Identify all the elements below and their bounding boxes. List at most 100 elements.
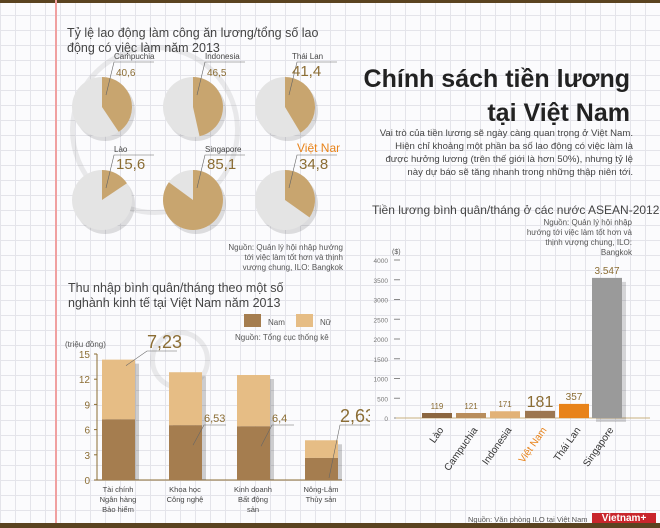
- y-tick-label: 6: [84, 426, 90, 437]
- asean-chart-title: Tiền lương bình quân/tháng ở các nước AS…: [372, 203, 660, 217]
- pie-leader-line: [196, 154, 245, 189]
- income-source: Nguồn: Tổng cục thống kê: [235, 333, 329, 342]
- value-leader-line: [328, 424, 370, 478]
- pie-charts: Campuchia 40,6 Indonesia 46,5 Thái Lan 41,4 Là…: [72, 52, 340, 234]
- legend-label-nam: Nam: [268, 318, 285, 327]
- category-label: Lào: [428, 425, 447, 445]
- pie-leader-line: [105, 154, 154, 189]
- category-label: Công nghệ: [167, 495, 204, 504]
- pie-label: Indonesia: [205, 52, 240, 61]
- pie-slice-Lào: [102, 170, 127, 200]
- bar-Campuchia: [456, 413, 486, 418]
- pie-leader-line: [105, 61, 154, 96]
- income-chart-title: Thu nhập bình quân/tháng theo một số ngh…: [68, 281, 284, 310]
- y-unit: ($): [392, 249, 401, 256]
- bar-Singapore: [592, 277, 622, 418]
- legend-swatch-nu: [296, 314, 313, 327]
- pie-label: Thái Lan: [292, 52, 323, 61]
- y-tick-label: 9: [84, 400, 90, 411]
- pie-slice-Singapore: [162, 170, 223, 231]
- category-label: Nông-Lâm: [303, 485, 338, 494]
- margin-line: [55, 0, 57, 528]
- main-title: Chính sách tiền lương tại Việt Nam: [363, 65, 630, 127]
- y-tick-label: 15: [79, 350, 91, 361]
- pie-label: Việt Nam: [297, 141, 340, 155]
- y-tick-label: 4000: [374, 258, 389, 265]
- y-tick-label: 1500: [374, 357, 389, 364]
- pie-slice-Campuchia: [102, 77, 132, 132]
- category-label: Indonesia: [481, 425, 515, 467]
- y-tick-label: 0: [84, 476, 90, 487]
- category-label: Kinh doanh: [234, 485, 272, 494]
- top-bar: [0, 0, 660, 3]
- pie-source: Nguồn: Quản lý hội nhập hướng tới việc l…: [228, 243, 343, 272]
- bar-Indonesia: [490, 411, 520, 418]
- data-label: 6,4: [272, 413, 287, 425]
- pie-label: Singapore: [205, 145, 242, 154]
- category-label: Việt Nam: [517, 425, 550, 465]
- data-label: 171: [498, 400, 512, 409]
- pie-value: 46,5: [207, 68, 227, 79]
- vietnamplus-logo: Vietnam+: [592, 513, 656, 525]
- bar-nam-3: [305, 457, 338, 480]
- bar-nu-3: [305, 440, 338, 458]
- bar-nu-0: [102, 359, 135, 420]
- category-label: Singapore: [581, 425, 616, 469]
- category-label: Tài chính: [103, 485, 134, 494]
- income-y-unit: (triệu đồng): [65, 340, 106, 349]
- category-label: Ngân hàng: [100, 495, 137, 504]
- pie-slice-Thái Lan: [285, 77, 315, 133]
- asean-bar-chart: ($) 0 500 1000 1500 2000 2500 3000 3500 4000 119 Là…: [374, 249, 650, 473]
- data-label: 119: [431, 402, 444, 411]
- bar-nam-1: [169, 425, 202, 480]
- value-leader-line: [125, 350, 177, 366]
- data-label: 357: [566, 392, 583, 403]
- pie-leader-line: [196, 61, 245, 96]
- legend-swatch-nam: [244, 314, 261, 327]
- data-label: 2,63: [340, 406, 370, 426]
- data-label: 6,53: [204, 413, 225, 425]
- data-label: 3.547: [594, 266, 619, 277]
- category-label: Bảo hiểm: [102, 505, 134, 514]
- y-tick-label: 1000: [374, 377, 389, 384]
- y-tick-label: 3: [84, 451, 90, 462]
- pie-label: Campuchia: [114, 52, 155, 61]
- category-label: Bất động: [238, 495, 268, 504]
- pie-value: 41,4: [292, 63, 321, 80]
- data-label: 121: [464, 402, 478, 411]
- bar-nam-0: [102, 419, 135, 480]
- y-tick-label: 2500: [374, 317, 389, 324]
- asean-source: Nguồn: Quản lý hội nhập hướng tới việc l…: [526, 218, 632, 257]
- pie-section-title: Tỷ lệ lao động làm công ăn lương/tổng số…: [67, 26, 319, 55]
- category-label: Thái Lan: [552, 425, 583, 463]
- y-tick-label: 2000: [374, 337, 389, 344]
- pie-value: 15,6: [116, 156, 145, 173]
- bar-Việt Nam: [525, 410, 555, 418]
- category-label: Campuchia: [442, 425, 480, 473]
- bar-nu-1: [169, 372, 202, 426]
- y-tick-label: 3500: [374, 278, 389, 285]
- pie-slice-Việt Nam: [285, 170, 315, 218]
- value-leader-line: [192, 424, 226, 446]
- y-tick-label: 0: [384, 416, 388, 423]
- pie-leader-line: [288, 61, 337, 96]
- intro-text: Vai trò của tiền lương sẽ ngày càng quan…: [379, 128, 633, 178]
- pie-label: Lào: [114, 145, 128, 154]
- data-label: 181: [527, 394, 554, 411]
- bar-Thái Lan: [559, 403, 589, 418]
- pie-slice-Indonesia: [193, 77, 223, 137]
- bottom-bar: [0, 523, 660, 528]
- category-label: Thủy sản: [306, 495, 337, 504]
- category-label: sản: [247, 505, 259, 514]
- pie-value: 34,8: [299, 156, 328, 173]
- value-leader-line: [260, 424, 294, 447]
- pie-value: 85,1: [207, 156, 236, 173]
- decor-circle: [70, 45, 240, 215]
- data-label: 7,23: [147, 332, 182, 352]
- pie-leader-line: [288, 154, 337, 189]
- bar-Lào: [422, 413, 452, 418]
- y-tick-label: 3000: [374, 298, 389, 305]
- pie-value: 40,6: [116, 68, 136, 79]
- bar-nu-2: [237, 375, 270, 427]
